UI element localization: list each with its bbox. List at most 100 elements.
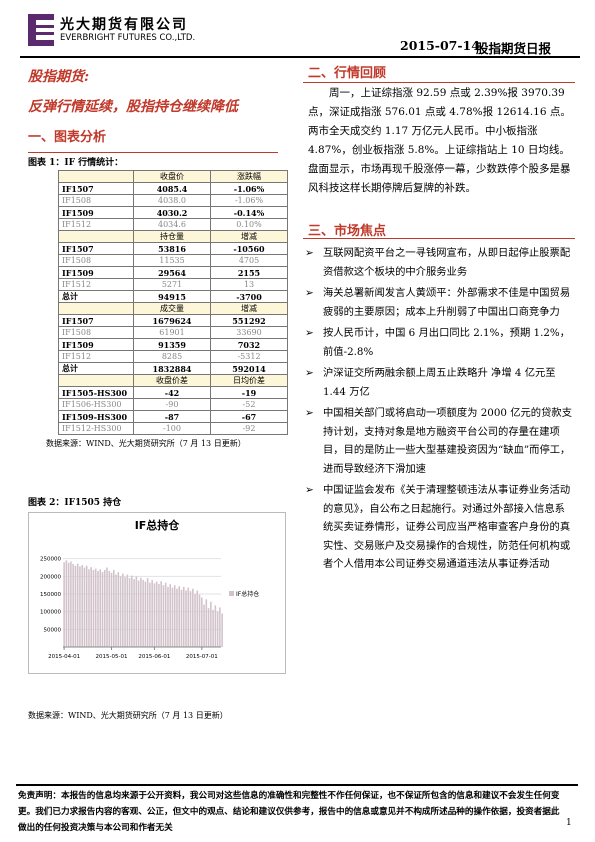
bar [169, 584, 172, 647]
cell: 4034.6 [133, 218, 211, 231]
bullet-item: 沪深证交所两融余额上周五止跌略升 净增 4 亿元至 1.44 万亿 [303, 364, 573, 401]
table-row: IF1508 61901 33690 [58, 326, 288, 339]
table-row: IF1506-HS300 -90 -52 [58, 398, 288, 411]
y-tick-label: 200000 [40, 574, 61, 580]
cell: IF1508 [58, 326, 134, 339]
cell: 总计 [58, 290, 134, 303]
bar [83, 567, 86, 647]
section-heading: 一、图表分析 [28, 130, 107, 145]
y-tick-label: 50000 [44, 627, 62, 633]
cell: 33690 [210, 326, 288, 339]
company-cn: 光大期货有限公司 [60, 17, 188, 33]
bullet-item: 按人民币计，中国 6 月出口同比 2.1%，预期 1.2%，前值-2.8% [303, 324, 573, 361]
section-heading: 三、市场焦点 [308, 224, 387, 239]
column-header: 增减 [210, 302, 288, 315]
cell: 53816 [133, 242, 211, 255]
column-header: 收盘价 [133, 170, 211, 183]
headline: 反弹行情延续，股指持仓继续降低 [28, 99, 238, 115]
cell: 4705 [210, 254, 288, 267]
cell: IF1507 [58, 182, 134, 195]
bar [128, 578, 131, 647]
bar [106, 567, 108, 647]
bar [140, 577, 142, 647]
bar [167, 586, 169, 647]
section-rule [28, 152, 278, 153]
bar [212, 609, 214, 647]
bar [142, 579, 144, 647]
x-tick-label: 2015-04-01 [48, 654, 80, 660]
table-row: IF1505-HS300 -42 -19 [58, 386, 288, 399]
bar [135, 576, 138, 647]
legend-label: IF总持仓 [236, 590, 259, 598]
cell: IF1509 [58, 338, 134, 351]
table-row: IF1508 11535 4705 [58, 254, 288, 267]
bar [178, 586, 181, 647]
header-row: 持仓量 增减 [58, 230, 288, 243]
bar [180, 589, 183, 647]
cell: 0.10% [210, 218, 288, 231]
bar [160, 581, 162, 647]
cell: -0.14% [210, 206, 288, 219]
bar [221, 613, 223, 647]
bar [155, 581, 158, 647]
bar [173, 585, 176, 647]
cell [58, 374, 134, 387]
cell: IF1509 [58, 206, 134, 219]
chart: IF总持仓 50000 100000 150000 200000 250000 2015-… [28, 512, 286, 674]
table-caption: 图表 1：IF 行情统计： [28, 158, 124, 168]
x-tick-label: 2015-05-01 [96, 654, 128, 660]
y-tick-label: 100000 [40, 610, 61, 616]
cell: IF1506-HS300 [58, 398, 134, 411]
bar [189, 591, 192, 647]
cell: IF1509-HS300 [58, 410, 134, 423]
cell: 11535 [133, 254, 211, 267]
cell: -19 [210, 386, 288, 399]
cell: IF1505-HS300 [58, 386, 134, 399]
header-rule [20, 56, 580, 58]
cell: IF1508 [58, 194, 134, 207]
cell: -100 [133, 422, 211, 435]
bar [153, 583, 156, 647]
table-row: 总计 1832884 592014 [58, 362, 288, 375]
cell: IF1507 [58, 314, 134, 327]
table-row: IF1512 5271 13 [58, 278, 288, 291]
section-rule [303, 82, 575, 83]
bar [74, 565, 77, 647]
source-note: 数据来源：WIND、光大期货研究所（7 月 13 日更新） [46, 439, 246, 448]
paragraph: 周一，上证综指涨 92.59 点或 2.39%报 3970.39 点，深证成指涨… [308, 87, 571, 194]
bar [72, 563, 74, 647]
cell [58, 230, 134, 243]
bar [207, 608, 210, 647]
bullet-item: 互联网配资平台之一寻钱网宣布，从即日起停止股票配资借款这个板块的中介服务业务 [303, 244, 573, 281]
bar [103, 569, 106, 647]
bar [216, 611, 219, 647]
bar [63, 562, 65, 647]
bar [70, 561, 72, 647]
bar [115, 574, 117, 647]
bar [149, 582, 151, 647]
cell: 4038.0 [133, 194, 211, 207]
bar [88, 569, 90, 647]
source-note: 数据来源：WIND、光大期货研究所（7 月 13 日更新） [28, 711, 228, 720]
x-tick-label: 2015-06-01 [138, 654, 170, 660]
bar [198, 594, 201, 647]
cell: -87 [133, 410, 211, 423]
bar [92, 569, 95, 647]
table-row: IF1509-HS300 -87 -67 [58, 410, 288, 423]
bar [81, 565, 83, 647]
bar [110, 572, 113, 647]
column-header: 增减 [210, 230, 288, 243]
cell: IF1512-HS300 [58, 422, 134, 435]
cell: -92 [210, 422, 288, 435]
cell: 1832884 [133, 362, 211, 375]
bar [144, 581, 147, 647]
cell: -42 [133, 386, 211, 399]
table-row: IF1507 4085.4 -1.06% [58, 182, 288, 195]
table-row: IF1512 8285 -5312 [58, 350, 288, 363]
bar [76, 563, 79, 647]
table-row: IF1507 1679624 551292 [58, 314, 288, 327]
bar [124, 577, 126, 647]
bar [201, 597, 203, 647]
section-label: 股指期货: [28, 69, 90, 85]
column-header: 收盘价差 [133, 374, 211, 387]
